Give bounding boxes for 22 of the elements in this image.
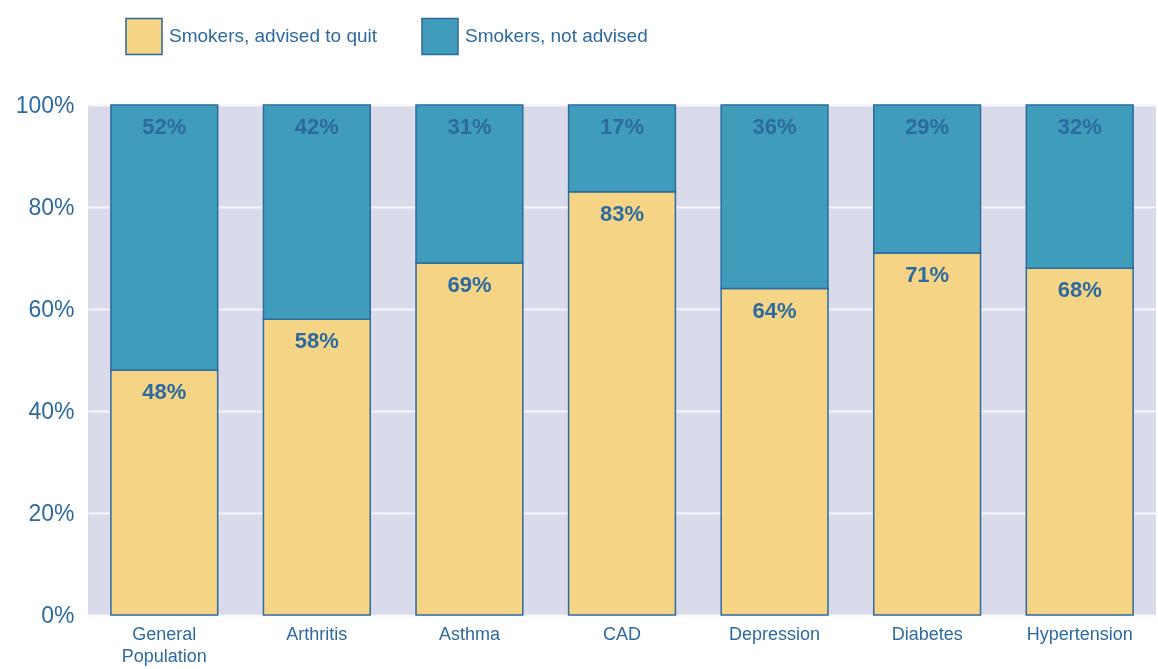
x-tick-label: Arthritis	[286, 623, 348, 644]
data-label: 83%	[599, 200, 645, 226]
y-tick-label: 20%	[28, 499, 75, 526]
x-tick-label: Hypertension	[1026, 623, 1133, 644]
x-tick-label: CAD	[602, 623, 642, 644]
x-tick-label: Diabetes	[891, 623, 963, 644]
data-label: 48%	[142, 379, 187, 405]
x-tick-label: Asthma	[438, 623, 501, 644]
data-label: 71%	[905, 261, 950, 287]
legend-label: Smokers, not advised	[465, 25, 648, 47]
x-tick-label: General Population	[121, 623, 207, 666]
y-tick-label: 60%	[28, 295, 75, 322]
data-label: 68%	[1057, 277, 1102, 303]
data-label: 58%	[294, 328, 339, 354]
y-tick-label: 80%	[28, 193, 75, 220]
y-tick-label: 40%	[28, 397, 75, 424]
legend-label: Smokers, advised to quit	[169, 25, 378, 47]
y-tick-label: 0%	[41, 601, 75, 628]
data-label: 69%	[447, 272, 492, 298]
data-label: 64%	[752, 297, 797, 323]
y-tick-label: 100%	[15, 91, 75, 118]
x-tick-label: Depression	[729, 623, 821, 644]
